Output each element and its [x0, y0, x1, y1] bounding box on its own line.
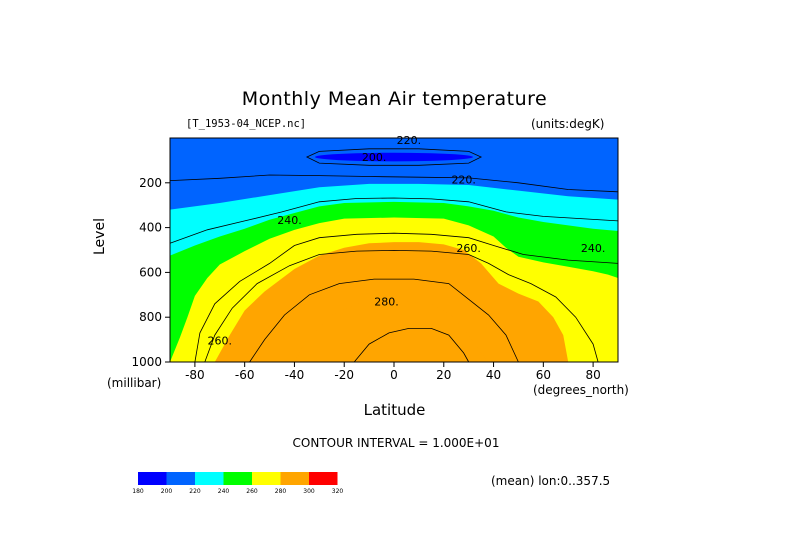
filled-contour-bands: [170, 138, 618, 362]
units-label: (units:degK): [531, 117, 605, 131]
colorbar-label: 300: [303, 488, 315, 495]
y-unit-label: (millibar): [107, 376, 162, 390]
x-unit-label: (degrees_north): [533, 383, 629, 397]
mean-longitude-text: (mean) lon:0..357.5: [491, 474, 611, 488]
contour-label: 220.: [397, 134, 422, 147]
x-tick-label: -40: [285, 368, 305, 382]
contour-line-285: [353, 328, 470, 363]
x-tick-label: 80: [585, 368, 600, 382]
colorbar-swatch: [252, 472, 281, 485]
chart-title: Monthly Mean Air temperature: [241, 88, 548, 110]
colorbar-swatch: [166, 472, 195, 485]
contour-label: 240.: [277, 214, 302, 227]
x-tick-label: -60: [235, 368, 255, 382]
colorbar-label: 220: [189, 488, 201, 495]
y-axis: 200 400 600 800 1000: [131, 176, 170, 369]
x-tick-label: -20: [334, 368, 354, 382]
colorbar-label: 180: [132, 488, 144, 495]
colorbar-swatch: [195, 472, 224, 485]
contour-label: 200.: [362, 151, 387, 164]
colorbar-label: 200: [161, 488, 173, 495]
colorbar-swatch: [223, 472, 252, 485]
x-tick-label: -80: [185, 368, 205, 382]
contour-labels: 220. 200. 220. 240. 240. 260. 280. 260.: [208, 134, 606, 347]
contour-line-275: [249, 278, 519, 363]
x-axis: -80 -60 -40 -20 0 20 40 60 80: [185, 362, 601, 382]
contour-line-235: [169, 197, 619, 244]
contour-interval-text: CONTOUR INTERVAL = 1.000E+01: [292, 436, 500, 450]
colorbar-swatch: [138, 472, 167, 485]
x-tick-label: 40: [486, 368, 501, 382]
y-tick-label: 600: [139, 265, 162, 279]
contour-label: 260.: [456, 242, 481, 255]
x-axis-label: Latitude: [363, 401, 426, 419]
contour-line-255: [204, 249, 599, 363]
x-tick-label: 0: [390, 368, 398, 382]
x-tick-label: 60: [536, 368, 551, 382]
band-core-below-200: [314, 152, 474, 162]
y-axis-label: Level: [92, 218, 108, 255]
band-280-290: [294, 301, 489, 362]
dataset-label: [T_1953-04_NCEP.nc]: [186, 118, 307, 130]
colorbar: 180 200 220 240 260 280 300 320: [132, 472, 343, 495]
colorbar-swatch: [280, 472, 309, 485]
contour-label: 280.: [374, 296, 399, 309]
contour-lines: [169, 148, 619, 363]
colorbar-label: 260: [246, 488, 258, 495]
y-tick-label: 400: [139, 221, 162, 235]
x-tick-label: 20: [436, 368, 451, 382]
colorbar-label: 240: [218, 488, 230, 495]
contour-line-205: [305, 148, 483, 166]
contour-label: 240.: [581, 242, 606, 255]
y-tick-label: 200: [139, 176, 162, 190]
colorbar-label: 320: [332, 488, 344, 495]
y-tick-label: 800: [139, 310, 162, 324]
contour-line-215: [169, 174, 619, 193]
colorbar-swatch: [309, 472, 338, 485]
contour-label: 260.: [208, 335, 233, 348]
contour-label: 220.: [451, 173, 476, 186]
contour-line-245: [194, 232, 619, 363]
colorbar-label: 280: [275, 488, 287, 495]
y-tick-label: 1000: [131, 355, 162, 369]
